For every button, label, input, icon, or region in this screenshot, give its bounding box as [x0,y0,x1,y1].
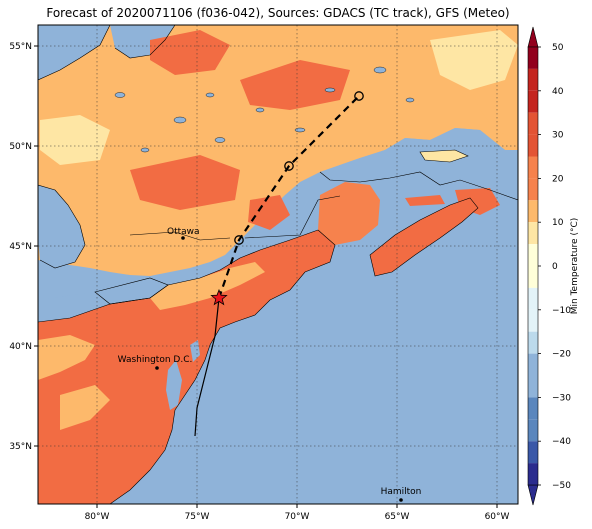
warm-patch-ca-3 [130,155,240,210]
current-position-star [210,288,228,306]
chesapeake [166,360,182,410]
tc-track [194,91,364,437]
place-marker [155,366,159,370]
colorbar-segment [528,287,538,310]
lon-tick-label: 75°W [185,512,210,522]
colorbar-segment [528,419,538,442]
lon-tick-label: 80°W [85,512,110,522]
hudson-bay [38,25,110,80]
colorbar-label: Min Temperature (°C) [570,218,580,315]
map-frame [37,24,519,505]
gulf-st-lawrence [320,128,518,200]
colorbar-tick-label: 0 [552,262,558,272]
lake-erie [38,292,110,322]
cape-breton [455,188,500,215]
colorbar-tick-label: 50 [552,43,564,53]
place-marker [181,236,185,240]
new-brunswick [318,182,380,245]
colorbar-segment [528,331,538,354]
lat-tick-label: 55°N [9,42,32,52]
forecast-track-line [217,95,360,299]
colorbar-extend-top [527,26,539,48]
place-label: Washington D.C. [118,355,193,365]
warm-patch-ca-4 [248,195,290,230]
borders [38,25,518,504]
colorbar-segment [528,156,538,179]
colorbar-segment [528,353,538,376]
longitude-ticks: 80°W 75°W 70°W 65°W 60°W [85,504,510,522]
lat-tick-label: 40°N [9,342,32,352]
colorbar-tick-label: 20 [552,174,564,184]
place-label: Ottawa [167,227,200,237]
figure-title: Forecast of 2020071106 (f036-042), Sourc… [46,6,510,20]
colorbar-tick-label: −10 [552,306,571,316]
colorbar-segment [528,397,538,420]
colorbar-segment [528,375,538,398]
land-north [38,25,518,276]
lat-tick-label: 45°N [9,242,32,252]
delaware-bay [190,340,200,362]
forecast-point [284,161,294,171]
map-area: Ottawa Washington D.C. Hamilton [38,25,518,504]
colorbar: 50 40 30 20 10 0 −10 −20 −30 −40 −50 Min Temperatur… [527,26,580,506]
colorbar-segment [528,68,538,91]
colorbar-segment [528,134,538,157]
colorbar-segment [528,200,538,223]
colorbar-segment [528,309,538,332]
lat-tick-label: 50°N [9,142,32,152]
colorbar-extend-bottom [527,484,539,506]
colorbar-segment [528,266,538,288]
colorbar-tick-label: −30 [552,393,571,403]
lake-ontario [95,278,168,304]
colorbar-tick-label: −20 [552,350,571,360]
james-bay [110,25,175,58]
lon-tick-label: 70°W [285,512,310,522]
appalachian-band [38,335,95,380]
small-lakes [114,66,415,153]
place-marker [399,498,403,502]
colorbar-tick-label: 40 [552,87,564,97]
anticosti [420,150,468,162]
nova-scotia [370,198,478,276]
colorbar-segment [528,90,538,113]
warm-patch-ca-1 [150,30,230,75]
colorbar-segment [528,222,538,245]
latitude-ticks: 55°N 50°N 45°N 40°N 35°N [9,42,38,452]
lat-tick-label: 35°N [9,442,32,452]
places: Ottawa Washington D.C. Hamilton [118,227,422,502]
colorbar-segment [528,244,538,266]
colorbar-tick-label: −50 [552,481,571,491]
us-band-light [150,262,265,310]
past-track-line [194,297,220,437]
cool-patch-2 [430,30,518,90]
colorbar-tick-label: 10 [552,218,564,228]
cool-patch-1 [40,115,110,165]
lon-tick-label: 60°W [485,512,510,522]
pei [405,195,445,206]
mid-band [60,385,110,430]
colorbar-tick-label: 30 [552,131,564,141]
warm-patch-ca-2 [240,60,350,110]
forecast-point [354,91,364,101]
us-land [38,230,335,504]
forecast-point [234,235,244,245]
colorbar-segment [528,178,538,201]
colorbar-segment [528,112,538,135]
lon-tick-label: 65°W [385,512,410,522]
colorbar-segment [528,463,538,485]
colorbar-tick-label: −40 [552,437,571,447]
colorbar-segment [528,47,538,69]
gridlines [38,25,518,504]
colorbar-segment [528,441,538,464]
place-label: Hamilton [381,487,422,497]
lake-huron [38,185,85,268]
